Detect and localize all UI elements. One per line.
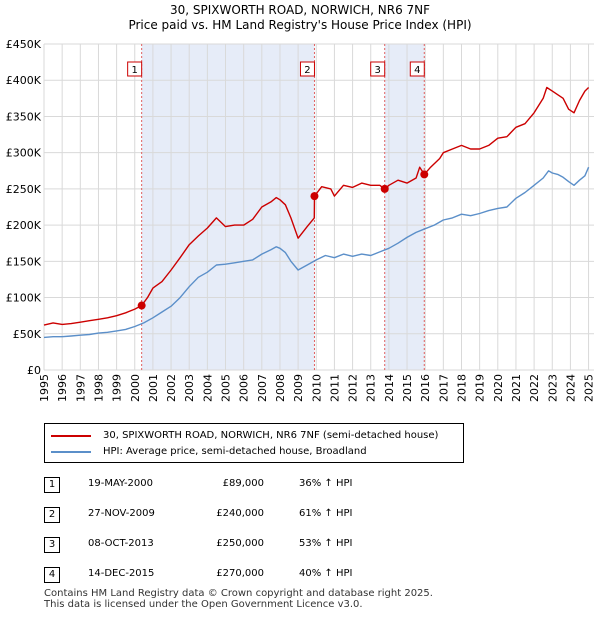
x-tick-label: 2021 xyxy=(510,374,523,402)
x-tick-label: 2005 xyxy=(220,374,233,402)
y-tick-label: £300K xyxy=(6,147,42,160)
transaction-label: 1 xyxy=(131,65,137,76)
x-tick-label: 2006 xyxy=(238,374,251,402)
transaction-price: £240,000 xyxy=(216,508,264,519)
transaction-date: 08-OCT-2013 xyxy=(88,538,154,549)
x-tick-label: 2012 xyxy=(347,374,360,402)
x-tick-label: 2022 xyxy=(528,374,541,402)
x-tick-label: 2001 xyxy=(147,374,160,402)
x-tick-label: 2020 xyxy=(492,374,505,402)
x-tick-label: 2004 xyxy=(201,374,214,402)
x-tick-label: 1995 xyxy=(38,374,51,402)
transaction-number: 4 xyxy=(44,567,60,583)
x-tick-label: 1999 xyxy=(111,374,124,402)
x-tick-label: 2008 xyxy=(274,374,287,402)
transaction-point xyxy=(380,184,389,193)
x-tick-label: 2013 xyxy=(365,374,378,402)
chart-title: 30, SPIXWORTH ROAD, NORWICH, NR6 7NF xyxy=(169,3,431,17)
x-tick-label: 2002 xyxy=(165,374,178,402)
property-series-line xyxy=(43,86,590,326)
transaction-label: 4 xyxy=(414,65,420,76)
transaction-price: £270,000 xyxy=(216,568,264,579)
x-tick-label: 2014 xyxy=(383,374,396,402)
transaction-date: 27-NOV-2009 xyxy=(88,508,155,519)
transaction-point xyxy=(310,192,319,201)
legend-label-hpi: HPI: Average price, semi-detached house,… xyxy=(103,446,367,457)
legend-swatch-property xyxy=(51,434,91,437)
chart-subtitle: Price paid vs. HM Land Registry's House … xyxy=(128,18,472,32)
y-tick-label: £250K xyxy=(6,183,42,196)
ownership-period-shade xyxy=(141,44,315,370)
transaction-point xyxy=(137,301,146,310)
x-tick-label: 2017 xyxy=(437,374,450,402)
transaction-number: 3 xyxy=(44,537,60,553)
x-tick-label: 1998 xyxy=(92,374,105,402)
copyright-line: Contains HM Land Registry data © Crown c… xyxy=(44,588,433,599)
transaction-hpi: 36% ↑ HPI xyxy=(299,478,353,489)
x-tick-label: 2016 xyxy=(419,374,432,402)
y-tick-label: £50K xyxy=(13,328,42,341)
transaction-price: £250,000 xyxy=(216,538,264,549)
transaction-hpi: 40% ↑ HPI xyxy=(299,568,353,579)
y-tick-label: £350K xyxy=(6,110,42,123)
legend-label-property: 30, SPIXWORTH ROAD, NORWICH, NR6 7NF (se… xyxy=(103,430,439,441)
chart-title-block: 30, SPIXWORTH ROAD, NORWICH, NR6 7NF Pri… xyxy=(0,3,600,33)
x-tick-label: 2024 xyxy=(564,374,577,402)
x-tick-label: 2018 xyxy=(455,374,468,402)
footer: Contains HM Land Registry data © Crown c… xyxy=(44,588,433,610)
license-line: This data is licensed under the Open Gov… xyxy=(44,599,363,610)
legend-item-property: 30, SPIXWORTH ROAD, NORWICH, NR6 7NF (se… xyxy=(51,428,438,443)
x-tick-label: 1996 xyxy=(56,374,69,402)
ownership-period-shade xyxy=(384,44,425,370)
transaction-hpi: 53% ↑ HPI xyxy=(299,538,353,549)
y-tick-label: £200K xyxy=(6,219,42,232)
x-tick-label: 2023 xyxy=(546,374,559,402)
legend-swatch-hpi xyxy=(51,450,91,453)
transaction-label-box xyxy=(299,61,315,77)
x-tick-label: 2010 xyxy=(310,374,323,402)
plot-area xyxy=(44,44,594,370)
transaction-number: 2 xyxy=(44,507,60,523)
y-tick-label: £0 xyxy=(27,364,41,377)
x-tick-label: 2011 xyxy=(328,374,341,402)
legend: 30, SPIXWORTH ROAD, NORWICH, NR6 7NF (se… xyxy=(44,423,464,463)
x-tick-label: 2019 xyxy=(474,374,487,402)
transaction-label-box xyxy=(370,61,386,77)
x-tick-label: 2015 xyxy=(401,374,414,402)
hpi-series-line xyxy=(43,166,590,339)
transaction-hpi: 61% ↑ HPI xyxy=(299,508,353,519)
x-tick-label: 2009 xyxy=(292,374,305,402)
y-tick-label: £100K xyxy=(6,292,42,305)
transaction-price: £89,000 xyxy=(222,478,264,489)
x-tick-label: 2025 xyxy=(583,374,596,402)
transaction-label: 2 xyxy=(304,65,310,76)
y-tick-label: £450K xyxy=(6,38,42,51)
transaction-date: 14-DEC-2015 xyxy=(88,568,155,579)
legend-item-hpi: HPI: Average price, semi-detached house,… xyxy=(51,444,367,459)
x-tick-label: 2007 xyxy=(256,374,269,402)
price-chart: 1 2 3 4 £0 £50K £100K £150K £200K £250K £300K £350… xyxy=(6,38,596,402)
x-tick-label: 2000 xyxy=(129,374,142,402)
transaction-label: 3 xyxy=(375,65,381,76)
x-tick-label: 2003 xyxy=(183,374,196,402)
y-tick-label: £150K xyxy=(6,255,42,268)
y-tick-label: £400K xyxy=(6,74,42,87)
transaction-point xyxy=(420,170,429,179)
transaction-label-box xyxy=(409,61,425,77)
transaction-number: 1 xyxy=(44,477,60,493)
x-tick-label: 1997 xyxy=(74,374,87,402)
transaction-label-box xyxy=(127,61,143,77)
transaction-date: 19-MAY-2000 xyxy=(88,478,154,489)
